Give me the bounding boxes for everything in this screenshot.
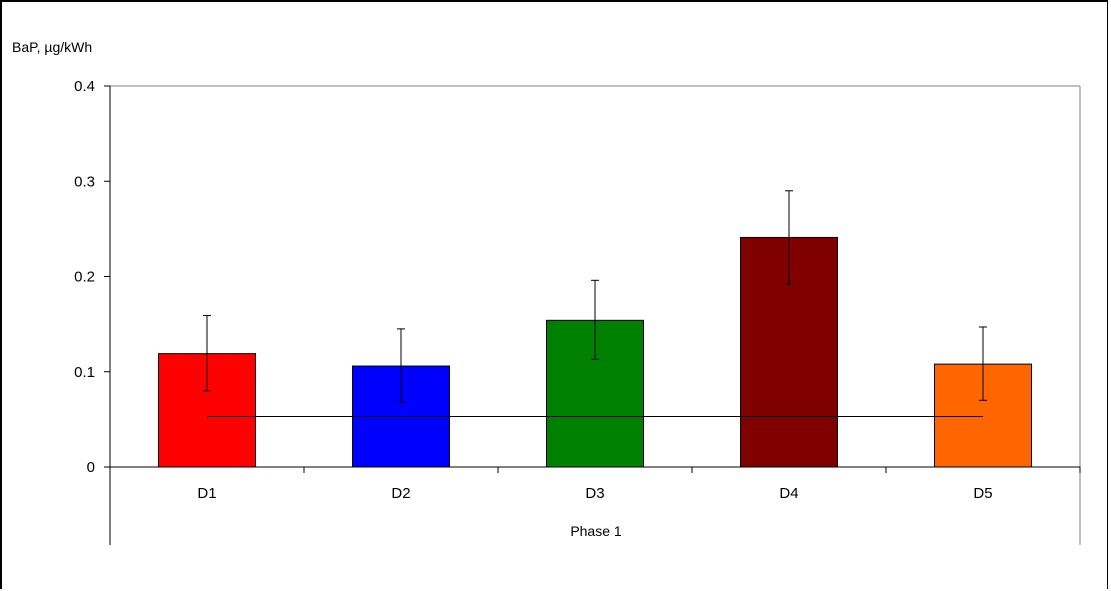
y-tick-label: 0 (87, 459, 95, 476)
y-tick-label: 0.1 (74, 364, 95, 381)
plot-area: 0 0.1 0.2 0.3 0.4 D1 D2 D3 D4 D5 (74, 78, 1081, 545)
x-tick-label: D2 (391, 485, 410, 502)
x-axis-label: Phase 1 (570, 523, 622, 539)
x-tick-label: D3 (585, 485, 604, 502)
y-tick-label: 0.3 (74, 173, 95, 190)
y-tick-label: 0.2 (74, 269, 95, 286)
y-axis-label: BaP, µg/kWh (12, 39, 92, 55)
y-tick-label: 0.4 (74, 78, 95, 95)
x-tick-label: D1 (197, 485, 216, 502)
x-tick-label: D5 (973, 485, 992, 502)
x-tick-label: D4 (779, 485, 798, 502)
